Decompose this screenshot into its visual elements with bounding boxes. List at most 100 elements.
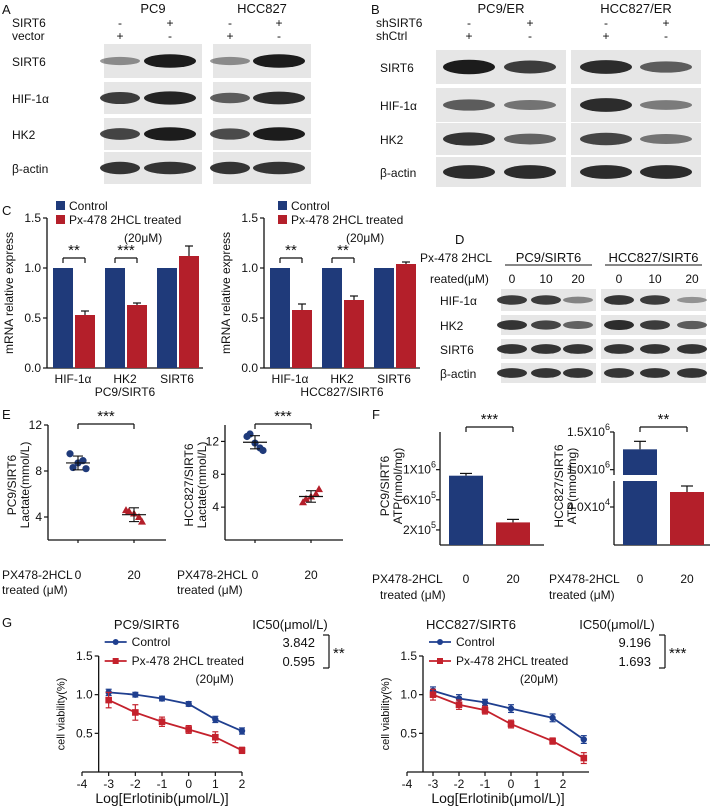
x-tick-label: -1 xyxy=(157,777,168,791)
data-point xyxy=(302,494,310,502)
legend-label-control: Control xyxy=(132,635,171,649)
sign-marker: - xyxy=(664,29,668,43)
x-tick-label: -1 xyxy=(480,777,491,791)
data-point xyxy=(135,513,143,520)
row-label-shctrl: shCtrl xyxy=(376,29,407,43)
dose-label: 0 xyxy=(616,272,623,286)
data-point xyxy=(549,714,556,722)
bar-treated xyxy=(344,300,364,368)
data-point xyxy=(185,726,192,733)
sign-marker: - xyxy=(118,16,122,30)
blot-band xyxy=(144,161,196,175)
y-tick-label: 0.0 xyxy=(241,361,258,375)
data-point xyxy=(105,696,112,704)
bar-control xyxy=(53,268,73,368)
sign-marker: + xyxy=(602,29,609,43)
tick-exponent: 6 xyxy=(605,460,610,470)
tick-exponent: 6 xyxy=(605,422,610,432)
x-tick-label: 0 xyxy=(463,572,470,586)
y-tick-label: 1X106 xyxy=(403,460,436,477)
blot-band xyxy=(640,165,692,179)
legend-label-control: Control xyxy=(291,199,330,213)
bar-treated xyxy=(396,264,416,368)
data-point xyxy=(66,450,74,458)
blot-label: HK2 xyxy=(12,128,36,142)
x-axis-label-line1: PX478-2HCL xyxy=(177,568,248,582)
x-tick-label: 0 xyxy=(508,777,515,791)
ic50-control-value: 9.196 xyxy=(618,635,651,650)
dose-header-label: Px-478 2HCL xyxy=(420,251,492,265)
y-axis-label: mRNA relative express xyxy=(219,232,233,354)
sign-marker: - xyxy=(528,29,532,43)
blot-band xyxy=(504,165,556,179)
blot-band xyxy=(253,91,305,105)
legend-note: (20μM) xyxy=(196,672,234,686)
y-tick-label: 2X105 xyxy=(403,520,436,537)
category-label: HIF-1α xyxy=(55,372,92,386)
x-tick-label: 20 xyxy=(680,572,694,586)
group-label: HCC827/ER xyxy=(600,1,672,16)
blot-band xyxy=(497,320,527,330)
significance-mark: *** xyxy=(97,408,115,425)
significance-mark: *** xyxy=(669,645,687,662)
dose-unit-label: reated(μM) xyxy=(430,272,489,286)
ic50-treated-value: 1.693 xyxy=(618,654,651,669)
blot-band xyxy=(531,320,561,330)
x-axis-label: Log[Erlotinib(μmol/L)] xyxy=(431,790,564,806)
tick-exponent: 6 xyxy=(431,460,436,470)
y-tick-label: 1.0 xyxy=(241,261,258,275)
blot-band xyxy=(100,161,140,175)
legend-label-treated: Px-478 2HCL treated xyxy=(69,213,181,227)
row-label-shsirt6: shSIRT6 xyxy=(376,16,423,30)
data-point xyxy=(429,691,437,698)
y-tick-label: 0.5 xyxy=(24,311,41,325)
blot-label: β-actin xyxy=(440,367,476,381)
blot-band xyxy=(640,344,670,354)
data-point xyxy=(315,485,323,493)
significance-mark: ** xyxy=(658,411,670,428)
x-tick-label: 2 xyxy=(560,777,567,791)
bar-control xyxy=(105,268,125,368)
y-tick-label: 0.5 xyxy=(400,726,417,740)
category-label: HIF-1α xyxy=(272,372,309,386)
blot-band xyxy=(443,165,495,179)
dose-label: 10 xyxy=(539,272,553,286)
legend-marker-treated xyxy=(112,658,119,664)
y-tick-label: 6X105 xyxy=(403,490,436,507)
legend-label-treated: Px-478 2HCL treated xyxy=(132,654,244,668)
sign-marker: + xyxy=(275,16,282,30)
blot-label: SIRT6 xyxy=(12,55,46,69)
blot-band xyxy=(497,295,527,305)
y-axis-label: mRNA relative express xyxy=(2,232,16,354)
series-line-treated xyxy=(432,693,585,759)
blot-band xyxy=(640,295,670,305)
blot-band xyxy=(580,132,632,146)
blot-band xyxy=(580,98,632,112)
blot-band xyxy=(210,128,250,140)
blot-band xyxy=(504,133,556,145)
row-label-vector: vector xyxy=(12,29,45,43)
y-tick-label: 1.0 xyxy=(400,688,417,702)
y-tick-label: 0.5 xyxy=(241,311,258,325)
blot-band xyxy=(504,60,556,74)
panel-letter-c: C xyxy=(2,203,11,218)
bar-control xyxy=(623,449,657,545)
row-label-sirt6: SIRT6 xyxy=(12,16,46,30)
panel-letter-a: A xyxy=(2,2,11,17)
legend-note: (20μM) xyxy=(124,231,162,245)
data-point xyxy=(580,754,588,762)
data-point xyxy=(158,695,166,702)
sign-marker: + xyxy=(226,29,233,43)
blot-label: β-actin xyxy=(12,162,48,176)
group-label: PC9/ER xyxy=(478,1,525,16)
y-axis-label-line2: Lactate(mmol/L) xyxy=(195,442,209,529)
bar-control xyxy=(157,268,177,368)
ic50-treated-value: 0.595 xyxy=(282,654,315,669)
legend-label-treated: Px-478 2HCL treated xyxy=(291,213,403,227)
x-tick-label: 20 xyxy=(127,568,141,582)
panel-letter-g: G xyxy=(2,615,12,630)
blot-label: HIF-1α xyxy=(12,92,49,106)
data-point xyxy=(580,736,587,743)
x-tick-label: 1 xyxy=(534,777,541,791)
